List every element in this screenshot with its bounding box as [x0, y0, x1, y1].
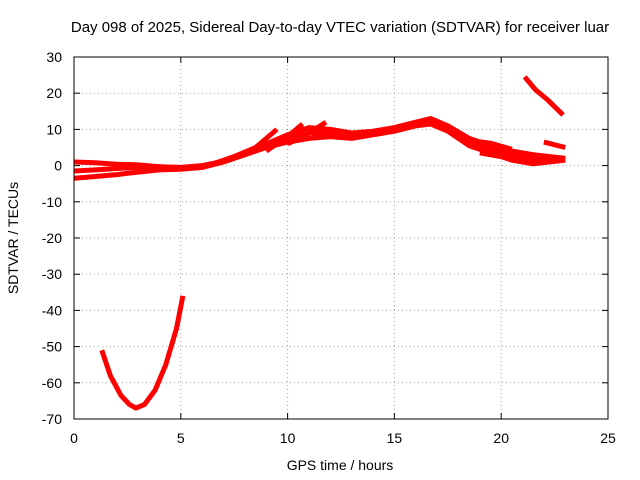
x-axis-label: GPS time / hours: [287, 457, 394, 473]
series-arc-late2: [479, 150, 540, 161]
x-tick-label: 15: [387, 430, 403, 446]
y-tick-label: 10: [46, 121, 62, 137]
x-tick-label: 10: [280, 430, 296, 446]
series-arc-10h: [264, 122, 305, 154]
y-tick-label: -50: [42, 339, 62, 355]
series-segment-neg: [99, 295, 186, 411]
y-axis-label: SDTVAR / TECUs: [5, 182, 21, 294]
y-tick-label: -40: [42, 302, 62, 318]
y-tick-label: -20: [42, 230, 62, 246]
y-tick-label: 30: [46, 49, 62, 65]
series-band-lower: [73, 121, 566, 181]
series-arc-9h: [233, 127, 279, 159]
data-series: [73, 75, 566, 411]
y-tick-label: -70: [42, 411, 62, 427]
x-tick-label: 25: [600, 430, 616, 446]
y-tick-label: -30: [42, 266, 62, 282]
axis-ticks: 0 5 10 15 20 25 30 20 10 0 -10 -20 -30 -40 -50 -60 -70: [42, 49, 616, 446]
y-tick-label: 0: [54, 158, 62, 174]
chart-title: Day 098 of 2025, Sidereal Day-to-day VTE…: [71, 19, 609, 36]
series-segment-small: [543, 139, 566, 150]
series-arc-late: [468, 137, 513, 152]
y-tick-label: 20: [46, 85, 62, 101]
x-tick-label: 5: [177, 430, 185, 446]
x-tick-label: 20: [493, 430, 509, 446]
y-tick-label: -10: [42, 194, 62, 210]
series-segment-high: [522, 75, 565, 117]
series-arc-11h: [286, 120, 328, 147]
y-tick-label: -60: [42, 375, 62, 391]
x-tick-label: 0: [70, 430, 78, 446]
